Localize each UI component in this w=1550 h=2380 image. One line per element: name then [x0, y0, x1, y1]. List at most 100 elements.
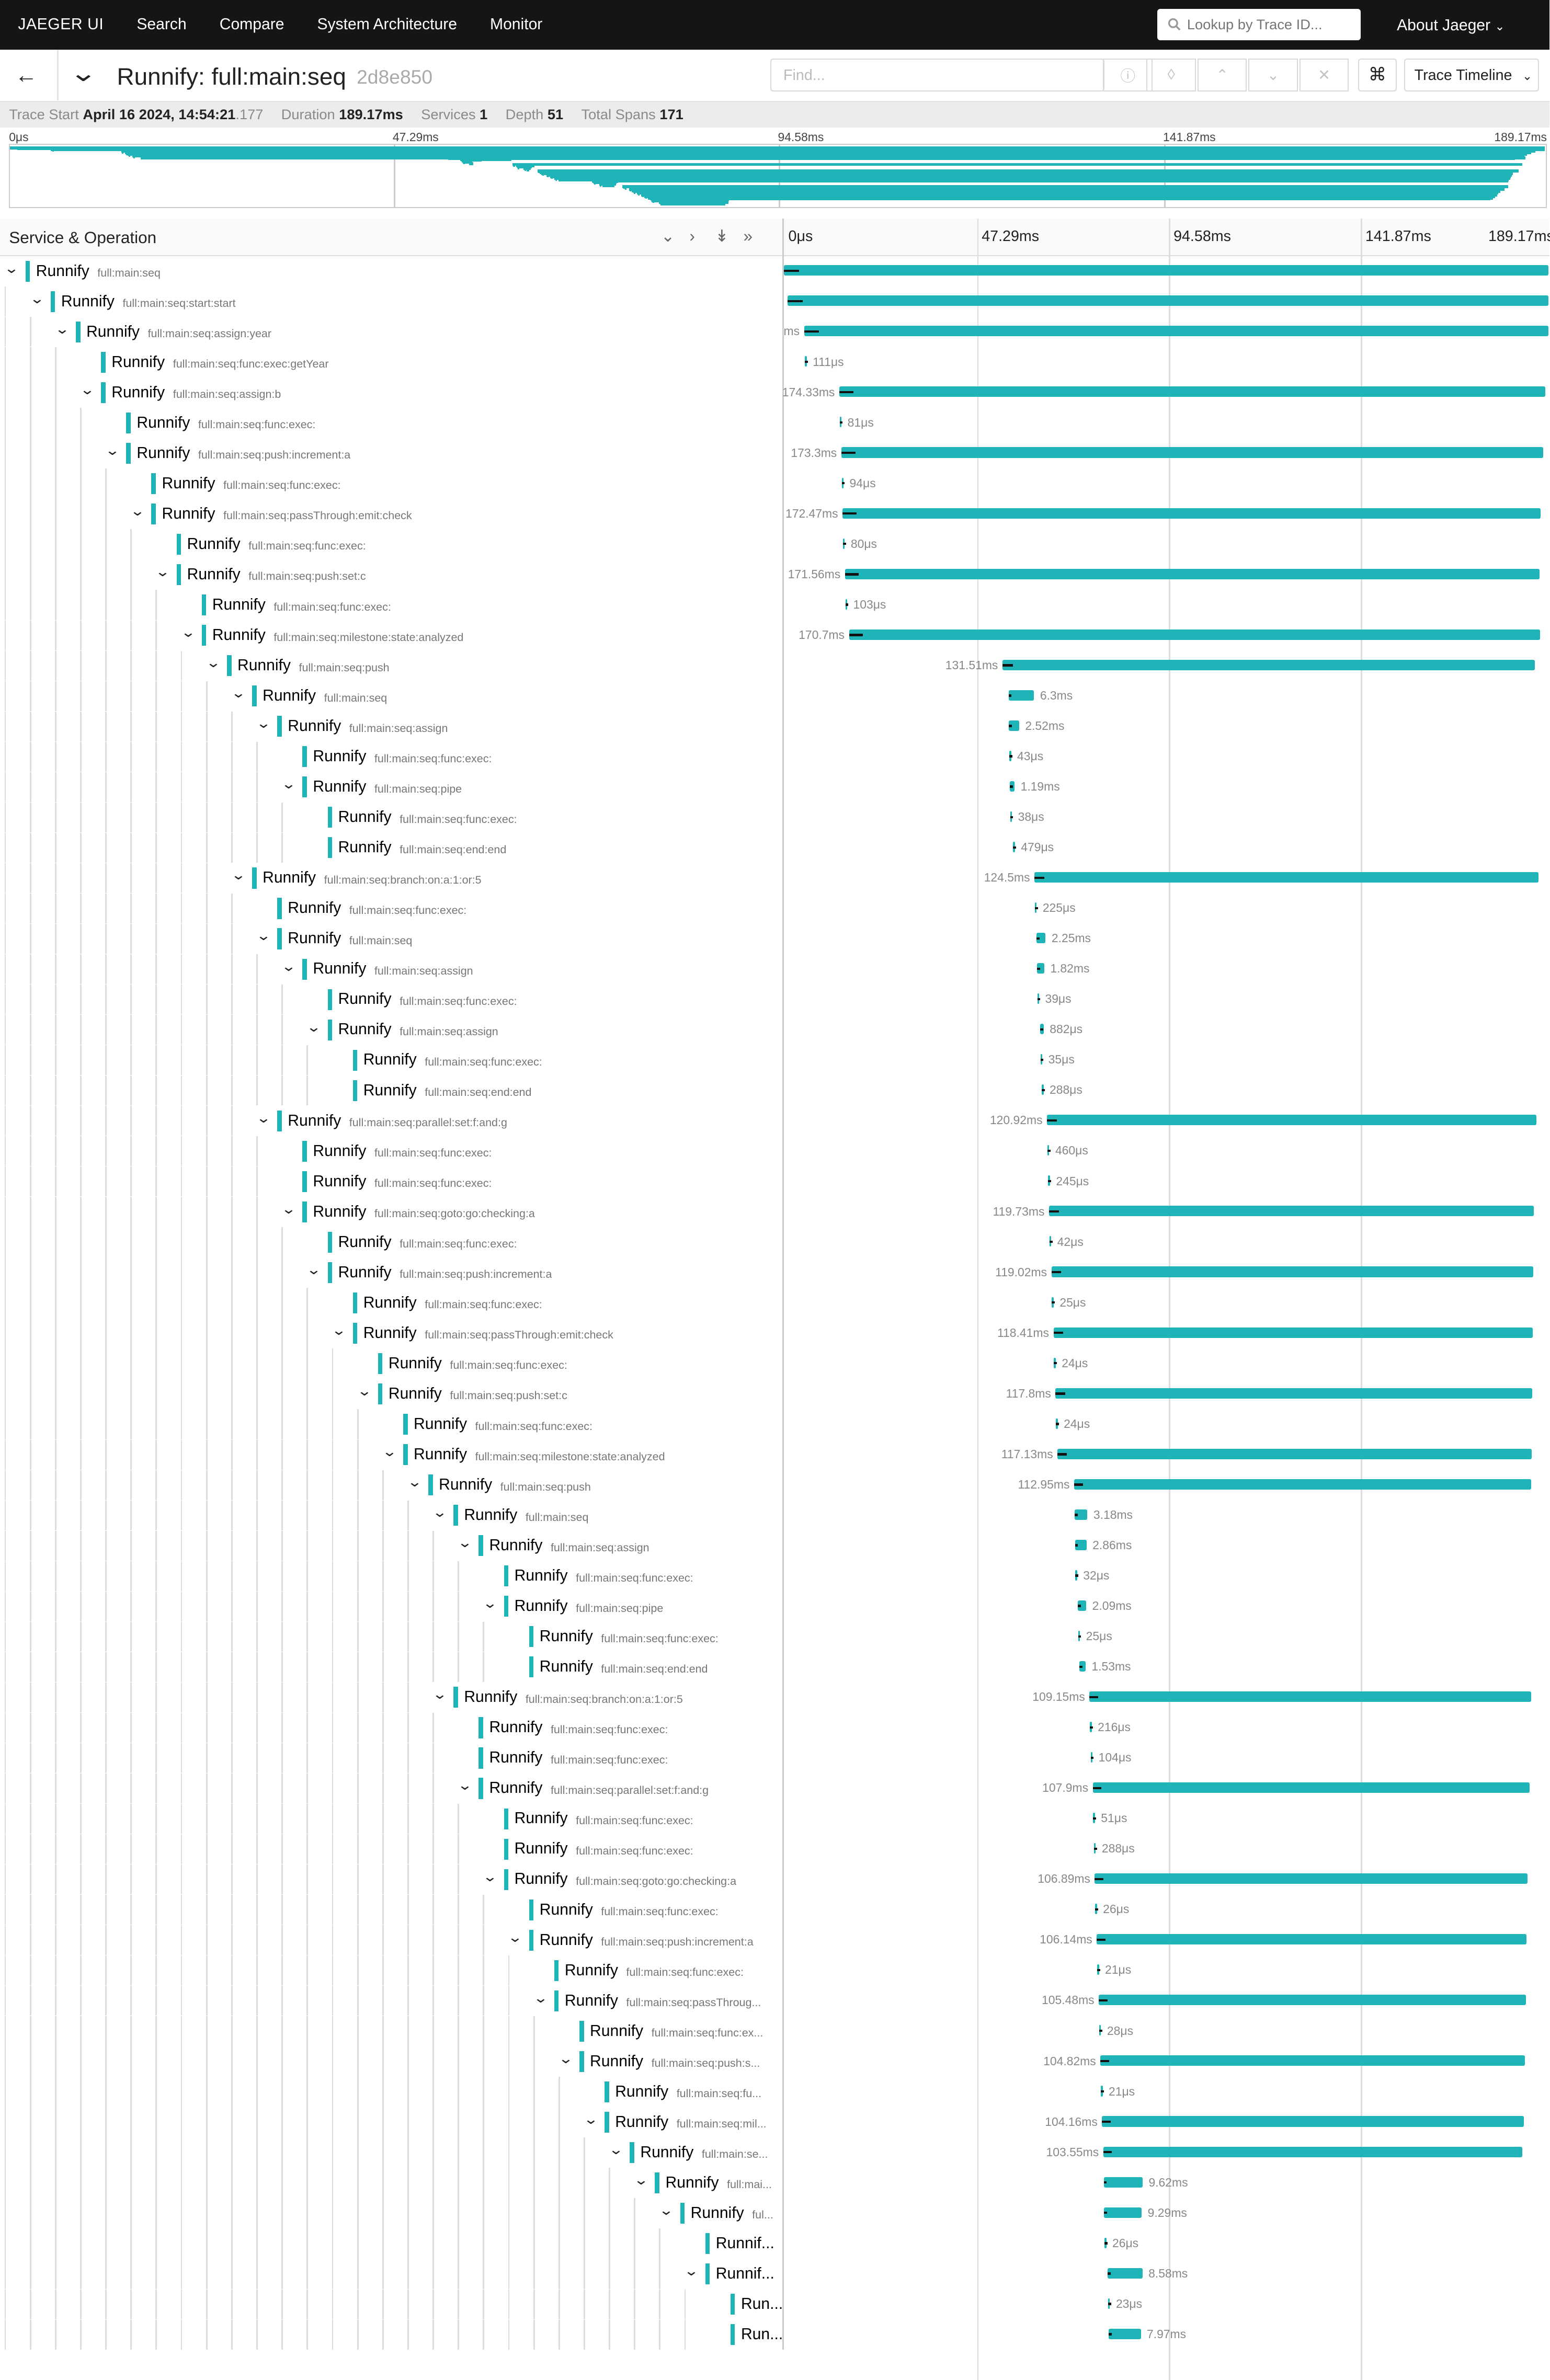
span-row[interactable]: Runnify full:main:seq:end:end 1.53ms	[0, 1652, 1549, 1683]
expand-toggle-icon[interactable]: ⌄	[231, 868, 246, 883]
span-row[interactable]: Runnify full:main:seq:end:end 288μs	[0, 1075, 1549, 1106]
span-row[interactable]: ⌄ Runnify full:main:seq:pipe 2.09ms	[0, 1591, 1549, 1621]
span-row[interactable]: ⌄ Runnify full:main:seq:passThroug... 105.4…	[0, 1986, 1549, 2016]
span-row[interactable]: ⌄ Runnify full:main:seq 2.25ms	[0, 923, 1549, 954]
span-row[interactable]: Runnify full:main:seq:func:exec:getYear 11…	[0, 347, 1549, 377]
span-row[interactable]: Runnify full:main:seq:func:exec: 42μs	[0, 1227, 1549, 1257]
span-bar[interactable]	[1051, 1266, 1534, 1277]
locate-icon[interactable]: ◊	[1146, 58, 1196, 91]
span-row[interactable]: Runnify full:main:seq:func:exec: 24μs	[0, 1409, 1549, 1439]
span-row[interactable]: Run... 7.97ms	[0, 2319, 1549, 2350]
span-row[interactable]: Runnify full:main:seq:func:exec: 80μs	[0, 529, 1549, 559]
span-bar[interactable]	[1102, 2116, 1524, 2127]
span-bar[interactable]	[849, 629, 1541, 640]
expand-toggle-icon[interactable]: ⌄	[256, 929, 271, 944]
span-bar[interactable]	[1103, 2177, 1143, 2188]
expand-toggle-icon[interactable]: ⌄	[381, 1445, 397, 1460]
span-bar[interactable]	[1053, 1327, 1533, 1338]
expand-toggle-icon[interactable]: ⌄	[130, 504, 145, 519]
span-row[interactable]: ⌄ Runnify full:main:seq:push:increment:a 10…	[0, 1925, 1549, 1955]
span-row[interactable]: ⌄ Runnify full:main:seq:passThrough:emit:c…	[0, 1318, 1549, 1348]
span-row[interactable]: ⌄ Runnify full:mai... 9.62ms	[0, 2168, 1549, 2198]
expand-toggle-icon[interactable]: ⌄	[306, 1020, 322, 1035]
trace-id-lookup[interactable]	[1157, 9, 1361, 41]
span-bar[interactable]	[1100, 2055, 1525, 2066]
expand-toggle-icon[interactable]: ⌄	[281, 777, 297, 792]
nav-system-architecture[interactable]: System Architecture	[317, 16, 457, 33]
expand-toggle-icon[interactable]: ⌄	[457, 1778, 473, 1793]
span-bar[interactable]	[1079, 1661, 1086, 1672]
nav-search[interactable]: Search	[136, 16, 187, 33]
expand-toggle-icon[interactable]: ⌄	[482, 1596, 498, 1611]
help-icon[interactable]: ⓘ	[1103, 58, 1153, 91]
expand-toggle-icon[interactable]: ⌄	[29, 291, 45, 306]
span-row[interactable]: ⌄ Runnify full:main:seq:pipe 1.19ms	[0, 772, 1549, 802]
span-row[interactable]: Runnify full:main:seq:func:exec: 35μs	[0, 1045, 1549, 1075]
span-row[interactable]: Runnify full:main:seq:func:exec: 81μs	[0, 408, 1549, 438]
span-row[interactable]: Runnify full:main:seq:fu... 21μs	[0, 2077, 1549, 2107]
span-row[interactable]: Runnify full:main:seq:func:exec: 225μs	[0, 893, 1549, 924]
span-row[interactable]: Runnify full:main:seq:func:exec: 39μs	[0, 984, 1549, 1015]
span-row[interactable]: ⌄ Runnify full:main:seq:push:increment:a 17…	[0, 438, 1549, 468]
span-row[interactable]: ⌄ Runnify full:main:seq:goto:go:checking:a…	[0, 1197, 1549, 1227]
span-row[interactable]: ⌄ Runnify full:main:seq:branch:on:a:1:or:5…	[0, 1682, 1549, 1713]
collapse-chevron-icon[interactable]: ⌄	[69, 59, 98, 86]
span-row[interactable]: ⌄ Runnify full:main:seq:milestone:state:an…	[0, 620, 1549, 650]
span-row[interactable]: ⌄ Runnify full:main:seq:passThrough:emit:c…	[0, 499, 1549, 529]
nav-compare[interactable]: Compare	[219, 16, 284, 33]
expand-toggle-icon[interactable]: ⌄	[155, 565, 170, 580]
span-row[interactable]: ⌄ Runnify full:main:seq:assign:year ms	[0, 317, 1549, 347]
span-bar[interactable]	[783, 265, 1548, 276]
span-bar[interactable]	[1036, 933, 1046, 944]
span-row[interactable]: ⌄ Runnify full:main:seq:branch:on:a:1:or:5…	[0, 863, 1549, 894]
find-input[interactable]: Find...	[770, 58, 1105, 91]
span-row[interactable]: Runnify full:main:seq:func:exec: 24μs	[0, 1348, 1549, 1379]
span-bar[interactable]	[1049, 1206, 1534, 1217]
span-row[interactable]: Runnify full:main:seq:func:exec: 216μs	[0, 1712, 1549, 1743]
expand-toggle-icon[interactable]: ⌄	[306, 1262, 322, 1277]
span-row[interactable]: ⌄ Runnify full:main:seq:push 112.95ms	[0, 1470, 1549, 1500]
span-row[interactable]: ⌄ Runnify full:main:seq:assign 2.52ms	[0, 711, 1549, 741]
span-row[interactable]: ⌄ Runnify full:main:seq:assign:b 174.33ms	[0, 377, 1549, 408]
span-row[interactable]: ⌄ Runnify full:main:seq:milestone:state:an…	[0, 1439, 1549, 1470]
span-row[interactable]: ⌄ Runnify full:main:seq:push:set:c 117.8ms	[0, 1379, 1549, 1409]
span-bar[interactable]	[841, 447, 1543, 458]
span-row[interactable]: ⌄ Runnify full:main:se... 103.55ms	[0, 2137, 1549, 2168]
expand-toggle-icon[interactable]: ⌄	[432, 1505, 448, 1520]
next-result-icon[interactable]: ⌄	[1248, 58, 1298, 91]
expand-one-icon[interactable]: ›	[689, 226, 695, 245]
span-bar[interactable]	[1047, 1115, 1537, 1126]
span-bar[interactable]	[1077, 1600, 1087, 1611]
span-row[interactable]: Runnif... 26μs	[0, 2228, 1549, 2259]
span-bar[interactable]	[842, 508, 1541, 519]
span-row[interactable]: Runnify full:main:seq:func:exec: 51μs	[0, 1803, 1549, 1834]
expand-toggle-icon[interactable]: ⌄	[331, 1323, 347, 1338]
span-row[interactable]: ⌄ Runnify full:main:seq:start:start	[0, 287, 1549, 317]
expand-toggle-icon[interactable]: ⌄	[658, 2203, 674, 2218]
span-row[interactable]: ⌄ Runnify full:main:seq:push:s... 104.82ms	[0, 2046, 1549, 2077]
span-row[interactable]: Runnify full:main:seq:func:exec: 25μs	[0, 1288, 1549, 1318]
expand-toggle-icon[interactable]: ⌄	[432, 1687, 448, 1702]
span-row[interactable]: Runnify full:main:seq:func:exec: 104μs	[0, 1743, 1549, 1773]
about-jaeger-menu[interactable]: About Jaeger ⌄	[1397, 17, 1505, 35]
span-row[interactable]: Runnify full:main:seq:func:exec: 38μs	[0, 802, 1549, 833]
expand-toggle-icon[interactable]: ⌄	[205, 656, 221, 671]
span-bar[interactable]	[1092, 1782, 1530, 1793]
span-row[interactable]: ⌄ Runnify ful... 9.29ms	[0, 2198, 1549, 2228]
expand-toggle-icon[interactable]: ⌄	[457, 1536, 473, 1551]
span-bar[interactable]	[1057, 1448, 1532, 1459]
span-row[interactable]: Runnify full:main:seq:func:exec: 21μs	[0, 1955, 1549, 1986]
collapse-all-icon[interactable]: ↡	[715, 226, 729, 245]
expand-toggle-icon[interactable]: ⌄	[356, 1384, 372, 1399]
span-row[interactable]: Runnify full:main:seq:func:exec: 103μs	[0, 590, 1549, 620]
span-row[interactable]: Runnify full:main:seq:func:exec: 26μs	[0, 1895, 1549, 1925]
view-mode-select[interactable]: Trace Timeline ⌄	[1404, 58, 1540, 91]
span-bar[interactable]	[1009, 720, 1019, 731]
span-row[interactable]: Runnify full:main:seq:end:end 479μs	[0, 832, 1549, 863]
span-bar[interactable]	[1103, 2146, 1523, 2157]
column-resizer[interactable]	[782, 219, 784, 2350]
keyboard-shortcuts-icon[interactable]: ⌘	[1358, 58, 1397, 91]
span-row[interactable]: ⌄ Runnify full:main:seq:parallel:set:f:and…	[0, 1773, 1549, 1804]
span-bar[interactable]	[1008, 690, 1034, 701]
span-bar[interactable]	[1074, 1509, 1088, 1520]
